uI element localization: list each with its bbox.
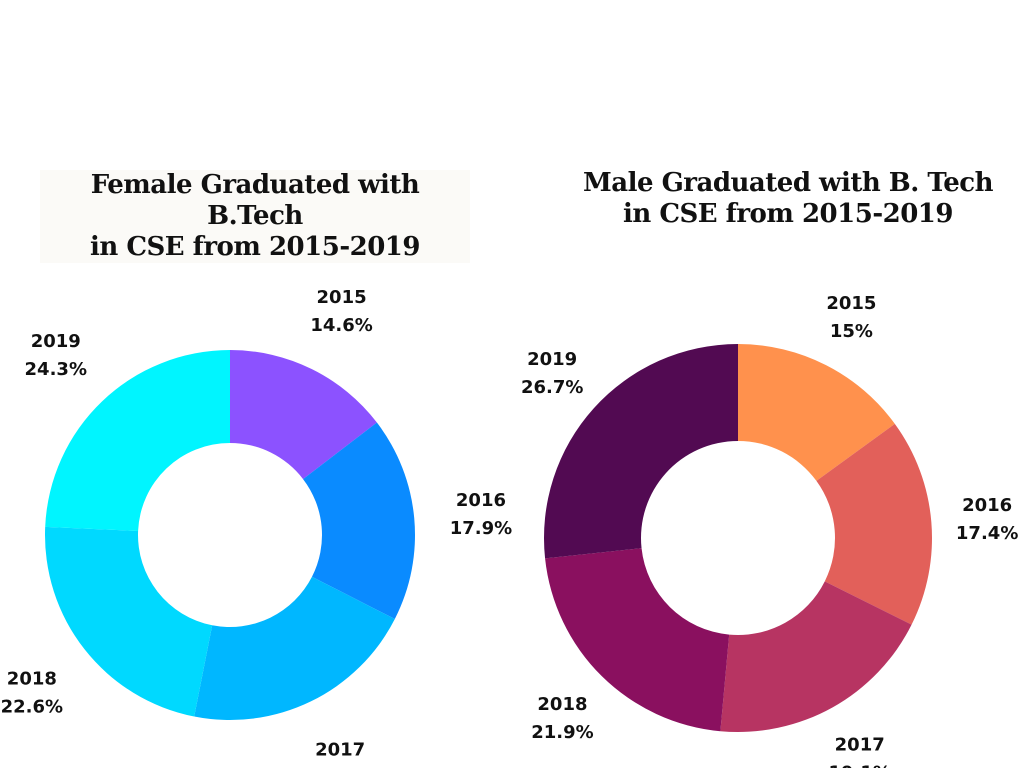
- male-slice-label-2018: 2018 21.9%: [531, 694, 593, 743]
- female-value-label-2018: 22.6%: [1, 697, 63, 718]
- male-slice-2015: [738, 344, 895, 481]
- male-category-label-2017: 2017: [835, 734, 885, 755]
- male-slice-label-2016: 2016 17.4%: [956, 495, 1018, 544]
- male-value-label-2017: 19.1%: [828, 762, 890, 768]
- female-value-label-2019: 24.3%: [25, 359, 87, 380]
- male-category-label-2015: 2015: [826, 293, 876, 314]
- male-slice-label-2017: 2017 19.1%: [828, 734, 890, 768]
- female-category-label-2019: 2019: [31, 331, 81, 352]
- male-category-label-2019: 2019: [527, 349, 577, 370]
- male-chart-title-line-2: in CSE from 2015-2019: [623, 199, 953, 229]
- male-slice-label-2015: 2015 15%: [826, 293, 876, 342]
- female-slice-2016: [303, 422, 415, 619]
- female-slice-2019: [45, 350, 230, 531]
- male-category-label-2018: 2018: [537, 694, 587, 715]
- male-slice-2018: [545, 548, 730, 732]
- female-slice-label-2015: 2015 14.6%: [310, 287, 372, 336]
- female-slice-label-2016: 2016 17.9%: [450, 490, 512, 539]
- female-category-label-2016: 2016: [456, 490, 506, 511]
- female-chart-title: Female Graduated with B.Tech in CSE from…: [40, 170, 470, 263]
- female-value-label-2016: 17.9%: [450, 518, 512, 539]
- male-value-label-2015: 15%: [830, 321, 873, 342]
- male-category-label-2016: 2016: [962, 495, 1012, 516]
- male-slice-2017: [720, 581, 912, 732]
- female-category-label-2015: 2015: [317, 287, 367, 308]
- female-slice-2017: [194, 576, 395, 720]
- male-chart-title: Male Graduated with B. Tech in CSE from …: [583, 168, 994, 230]
- male-slice-2019: [543, 344, 738, 559]
- male-chart-title-line-1: Male Graduated with B. Tech: [583, 168, 994, 198]
- female-slice-label-2018: 2018 22.6%: [1, 669, 63, 718]
- male-value-label-2019: 26.7%: [521, 377, 583, 398]
- female-slice-label-2019: 2019 24.3%: [25, 331, 87, 380]
- female-category-label-2018: 2018: [7, 669, 57, 690]
- male-value-label-2018: 21.9%: [531, 722, 593, 743]
- female-chart-title-line-2: in CSE from 2015-2019: [90, 232, 420, 262]
- female-value-label-2015: 14.6%: [310, 315, 372, 336]
- female-slice-2018: [44, 526, 213, 717]
- male-slice-2016: [816, 423, 932, 625]
- female-slice-2015: [230, 350, 377, 480]
- female-chart-title-line-1: Female Graduated with B.Tech: [90, 170, 420, 231]
- male-value-label-2016: 17.4%: [956, 523, 1018, 544]
- male-slice-label-2019: 2019 26.7%: [521, 349, 583, 398]
- female-category-label-2017: 2017: [315, 740, 365, 761]
